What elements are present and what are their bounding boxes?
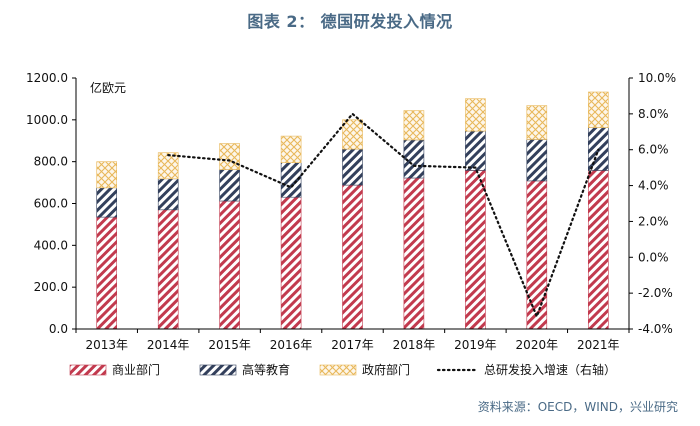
x-tick-label: 2018年 — [393, 338, 436, 352]
x-tick-label: 2017年 — [331, 338, 374, 352]
bar-higher-edu-2 — [219, 169, 240, 202]
right-tick-label: 6.0% — [638, 143, 669, 157]
bar-higher-edu-0 — [96, 187, 117, 218]
right-tick-label: 0.0% — [638, 250, 669, 264]
axes-layer — [72, 77, 633, 333]
bar-government-2 — [219, 143, 240, 170]
left-tick-label: 0.0 — [49, 322, 68, 336]
chart-title: 图表 2： 德国研发投入情况 — [247, 12, 453, 31]
left-tick-label: 200.0 — [34, 280, 68, 294]
right-tick-label: 10.0% — [638, 71, 676, 85]
bar-business-7 — [526, 180, 548, 330]
legend-higher-edu-label: 高等教育 — [242, 362, 290, 377]
bar-higher-edu-6 — [465, 130, 486, 171]
growth-line-layer — [167, 112, 600, 320]
bar-business-6 — [465, 170, 486, 330]
bar-business-4 — [342, 184, 363, 330]
legend-business-label: 商业部门 — [112, 362, 160, 377]
growth-rate-line — [167, 112, 600, 320]
x-tick-label: 2020年 — [516, 338, 559, 352]
bar-higher-edu-1 — [157, 178, 179, 211]
bar-business-3 — [280, 196, 302, 330]
legend: 商业部门 高等教育 政府部门 总研发投入增速（右轴） — [69, 362, 616, 377]
source-note: 资料来源：OECD，WIND，兴业研究 — [477, 400, 678, 414]
bar-higher-edu-3 — [280, 162, 302, 198]
x-tick-label: 2014年 — [147, 338, 190, 352]
right-tick-label: -2.0% — [638, 286, 673, 300]
bar-government-6 — [465, 98, 486, 132]
right-tick-label: 2.0% — [638, 214, 669, 228]
bar-business-1 — [157, 209, 179, 330]
bar-government-5 — [403, 110, 425, 141]
x-tick-label: 2015年 — [208, 338, 251, 352]
x-tick-label: 2021年 — [577, 338, 620, 352]
legend-government-label: 政府部门 — [362, 362, 410, 377]
right-tick-label: -4.0% — [638, 322, 673, 336]
bar-government-3 — [280, 135, 302, 164]
bar-higher-edu-7 — [526, 139, 548, 182]
bar-business-0 — [96, 216, 117, 330]
bar-business-8 — [587, 170, 609, 330]
bar-government-0 — [96, 161, 117, 189]
left-tick-label: 1200.0 — [26, 71, 68, 85]
bar-government-7 — [526, 105, 548, 140]
left-tick-label: 800.0 — [34, 155, 68, 169]
ticks-layer: 0.0 200.0 400.0 600.0 800.0 1000.0 1200.0 -4.0%… — [26, 71, 676, 352]
x-tick-label: 2013年 — [85, 338, 128, 352]
bars-layer — [96, 91, 609, 330]
left-tick-label: 400.0 — [34, 238, 68, 252]
bar-government-4 — [342, 119, 363, 150]
left-tick-label: 1000.0 — [26, 113, 68, 127]
left-tick-label: 600.0 — [34, 197, 68, 211]
right-tick-label: 4.0% — [638, 179, 669, 193]
right-tick-label: 8.0% — [638, 107, 669, 121]
bar-government-8 — [587, 91, 609, 128]
legend-business-swatch — [69, 364, 107, 376]
bar-business-2 — [219, 200, 240, 330]
legend-growth-label: 总研发投入增速（右轴） — [484, 362, 616, 377]
legend-government-swatch — [319, 364, 357, 376]
bar-higher-edu-4 — [342, 148, 363, 186]
bar-government-1 — [157, 152, 179, 180]
bar-business-5 — [403, 177, 425, 330]
x-tick-label: 2019年 — [454, 338, 497, 352]
legend-higher-edu-swatch — [199, 364, 237, 376]
x-tick-label: 2016年 — [270, 338, 313, 352]
left-axis-unit: 亿欧元 — [90, 80, 126, 95]
